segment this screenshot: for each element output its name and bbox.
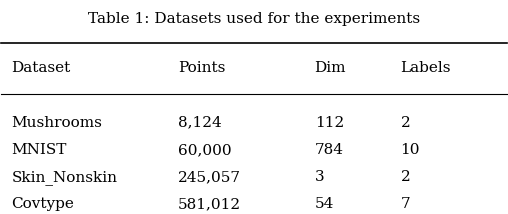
Text: 54: 54 [314, 197, 334, 211]
Text: 60,000: 60,000 [178, 143, 232, 157]
Text: Covtype: Covtype [12, 197, 74, 211]
Text: 7: 7 [400, 197, 410, 211]
Text: Dataset: Dataset [12, 61, 71, 75]
Text: 2: 2 [400, 116, 410, 130]
Text: Points: Points [178, 61, 226, 75]
Text: 245,057: 245,057 [178, 170, 241, 184]
Text: Labels: Labels [400, 61, 451, 75]
Text: 10: 10 [400, 143, 420, 157]
Text: 3: 3 [314, 170, 324, 184]
Text: MNIST: MNIST [12, 143, 67, 157]
Text: Table 1: Datasets used for the experiments: Table 1: Datasets used for the experimen… [88, 12, 420, 26]
Text: 8,124: 8,124 [178, 116, 222, 130]
Text: Skin_Nonskin: Skin_Nonskin [12, 170, 117, 184]
Text: Mushrooms: Mushrooms [12, 116, 103, 130]
Text: 581,012: 581,012 [178, 197, 241, 211]
Text: 112: 112 [314, 116, 344, 130]
Text: Dim: Dim [314, 61, 346, 75]
Text: 784: 784 [314, 143, 343, 157]
Text: 2: 2 [400, 170, 410, 184]
